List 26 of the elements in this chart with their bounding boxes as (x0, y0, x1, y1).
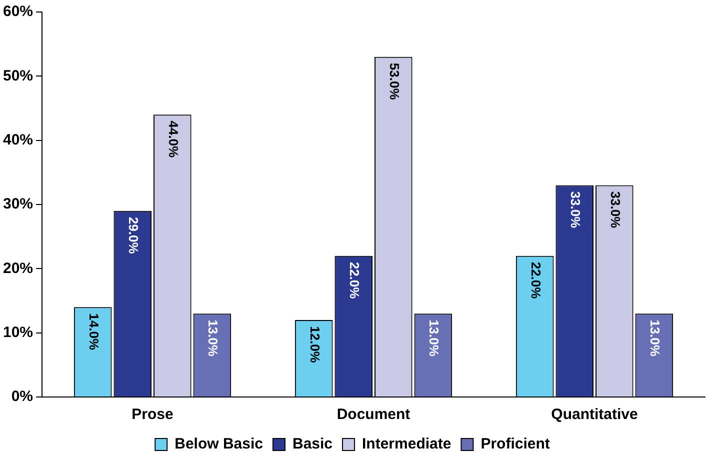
y-tick-label: 30% (2, 196, 34, 213)
data-label: 22.0% (528, 262, 544, 300)
legend-label: Basic (292, 436, 333, 453)
x-tick-label: Document (336, 406, 410, 424)
y-tick-label: 50% (2, 67, 34, 84)
data-label: 33.0% (608, 191, 623, 229)
data-label: 33.0% (568, 191, 584, 229)
data-label: 22.0% (347, 262, 362, 300)
legend-label: Intermediate (362, 436, 452, 453)
y-tick-label: 0% (11, 388, 34, 406)
data-label: 29.0% (126, 216, 142, 254)
legend-label: Below Basic (174, 436, 263, 453)
data-label: 13.0% (648, 320, 663, 357)
data-label: 12.0% (307, 326, 322, 364)
y-tick-label: 60% (2, 3, 34, 20)
data-label: 14.0% (86, 313, 102, 350)
y-tick-label: 40% (2, 131, 34, 148)
legend-label: Proficient (480, 436, 550, 453)
data-label: 13.0% (206, 320, 221, 357)
data-label: 13.0% (426, 320, 442, 357)
x-tick-label: Prose (132, 406, 174, 424)
y-tick-label: 20% (2, 260, 34, 277)
y-tick-label: 10% (2, 324, 34, 341)
data-label: 44.0% (166, 120, 181, 158)
x-tick-label: Quantitative (551, 406, 638, 424)
data-label: 53.0% (386, 62, 402, 100)
